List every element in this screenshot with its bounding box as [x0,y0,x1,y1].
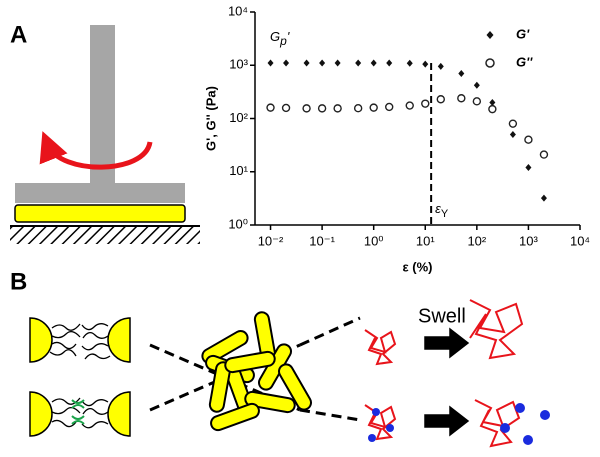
x-tick-label: 10¹ [416,233,435,248]
data-point [525,164,532,172]
data-point [283,59,290,67]
data-point [334,59,341,67]
legend-label: G' [516,26,530,41]
y-tick-label: 10³ [229,57,248,72]
data-point [333,104,342,113]
data-point [386,59,393,67]
data-point [472,97,482,106]
data-point [405,101,414,110]
y-tick-label: 10⁰ [228,216,248,231]
x-tick-label: 10⁴ [570,233,590,248]
data-point [457,94,466,103]
panel-label: A [10,21,27,48]
plateau-label-part: G [270,29,280,44]
data-point [436,95,445,104]
yield-label-part: Y [441,208,449,220]
data-point [266,103,275,112]
x-tick-label: 10⁰ [364,233,384,248]
data-point [473,81,480,89]
x-axis-label: ε (%) [403,259,433,274]
legend-marker [485,58,495,68]
data-point [508,119,518,128]
plateau-label-part: p [279,34,287,48]
data-point [406,59,413,67]
data-point [317,104,327,113]
x-tick-label: 10³ [519,233,538,248]
data-point [437,62,444,70]
data-point [385,102,394,112]
plot: 10⁰ 10¹ 10² 10³ 10⁴ 10⁻² 10⁻¹ 10⁰ 10¹ 10² 10³ 10⁴ ε … [203,3,590,274]
x-tick-label: 10² [467,233,486,248]
y-tick-label: 10¹ [229,163,248,178]
data-point [509,131,516,139]
data-point [267,59,274,67]
legend-marker [486,31,494,39]
data-point [281,103,291,113]
y-tick-label: 10² [229,110,248,125]
data-point [353,104,363,113]
data-point [539,150,549,159]
data-point [488,104,497,114]
data-point [303,59,310,67]
plateau-label-part: ' [287,29,290,44]
legend-label: G'' [516,54,533,69]
data-point [369,103,378,112]
y-tick-label: 10⁴ [228,3,248,18]
y-axis-label: G', G'' (Pa) [203,86,218,151]
data-point [422,60,429,68]
rheometer [10,25,200,244]
panel-label: B [10,268,27,295]
data-point [524,135,533,144]
data-point [370,59,377,67]
data-point [421,99,430,108]
x-tick-label: 10⁻² [258,233,284,248]
x-tick-label: 10⁻¹ [309,233,335,248]
data-point [458,69,465,77]
data-point [489,98,496,106]
particle-diagram [29,299,550,448]
swell-label: Swell [418,305,466,327]
data-point [319,59,326,67]
data-point [302,104,311,113]
data-point [540,194,547,202]
yield-label: εY [435,201,449,219]
plateau-label: Gp' [270,29,290,48]
data-point [355,59,362,67]
yield-label-part: ε [435,201,441,216]
